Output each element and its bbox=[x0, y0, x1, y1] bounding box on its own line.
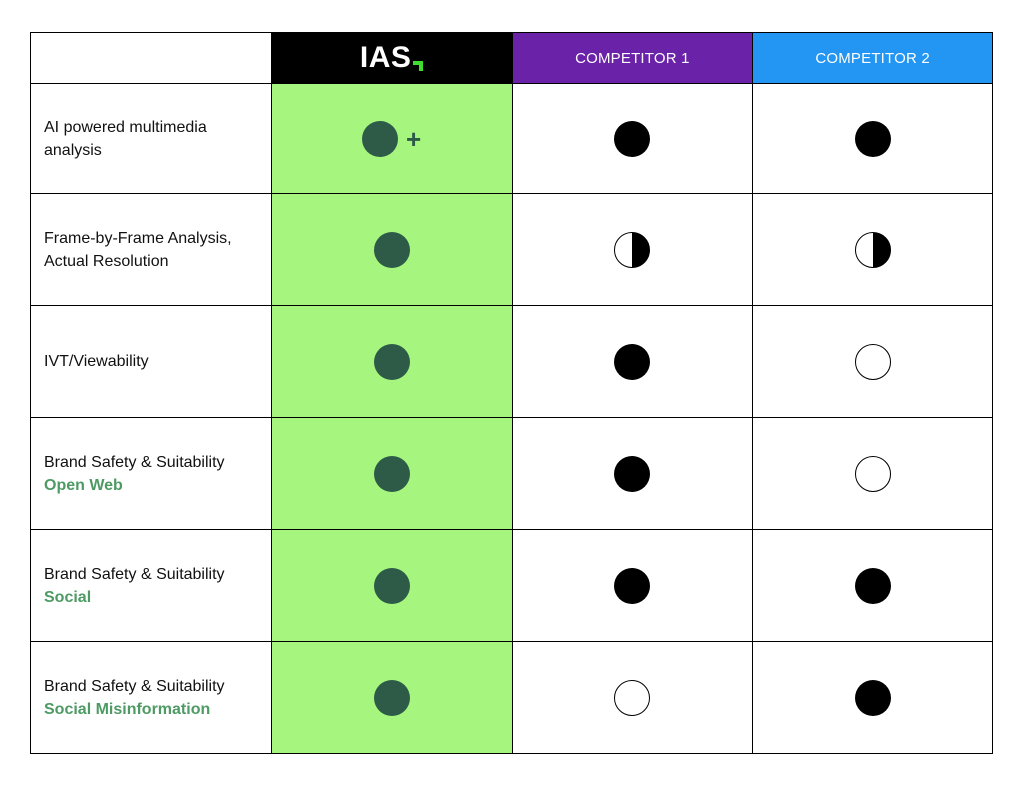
ias-cell bbox=[271, 642, 513, 753]
header-empty-cell bbox=[31, 33, 272, 83]
ias-cell bbox=[271, 418, 513, 529]
feature-label: Brand Safety & Suitability bbox=[44, 565, 225, 583]
full-circle-icon bbox=[373, 679, 410, 716]
feature-cell: Frame-by-Frame Analysis, Actual Resoluti… bbox=[31, 194, 272, 305]
table-row: AI powered multimedia analysis + bbox=[31, 84, 994, 194]
competitor1-cell bbox=[513, 642, 754, 753]
feature-text: Brand Safety & Suitability Social Misinf… bbox=[44, 675, 225, 721]
full-circle-icon bbox=[373, 343, 410, 380]
competitor1-cell bbox=[513, 418, 754, 529]
table-row: IVT/Viewability bbox=[31, 306, 994, 418]
full-circle-icon bbox=[614, 567, 651, 604]
ias-cell: + bbox=[271, 84, 513, 193]
feature-text: Brand Safety & Suitability Social bbox=[44, 563, 225, 609]
feature-label: Frame-by-Frame Analysis, Actual Resoluti… bbox=[44, 229, 232, 270]
half-circle-icon bbox=[854, 231, 891, 268]
competitor2-cell bbox=[753, 418, 994, 529]
competitor1-cell bbox=[513, 530, 754, 641]
competitor2-cell bbox=[753, 306, 994, 417]
feature-text: Brand Safety & Suitability Open Web bbox=[44, 451, 225, 497]
comparison-table: IAS COMPETITOR 1 COMPETITOR 2 AI powered… bbox=[30, 32, 994, 754]
feature-cell: Brand Safety & Suitability Open Web bbox=[31, 418, 272, 529]
table-row: Brand Safety & Suitability Social bbox=[31, 530, 994, 642]
feature-cell: AI powered multimedia analysis bbox=[31, 84, 272, 193]
feature-cell: Brand Safety & Suitability Social bbox=[31, 530, 272, 641]
feature-cell: IVT/Viewability bbox=[31, 306, 272, 417]
competitor1-cell bbox=[513, 84, 754, 193]
feature-cell: Brand Safety & Suitability Social Misinf… bbox=[31, 642, 272, 753]
competitor1-cell bbox=[513, 194, 754, 305]
feature-label: AI powered multimedia analysis bbox=[44, 118, 207, 159]
competitor1-header: COMPETITOR 1 bbox=[575, 49, 690, 67]
full-circle-icon bbox=[854, 679, 891, 716]
empty-circle-icon bbox=[614, 679, 651, 716]
full-circle-icon bbox=[373, 231, 410, 268]
full-circle-icon bbox=[854, 120, 891, 157]
full-circle-icon bbox=[373, 455, 410, 492]
full-circle-icon bbox=[614, 120, 651, 157]
ias-logo: IAS bbox=[360, 43, 424, 73]
full-circle-icon bbox=[614, 343, 651, 380]
feature-label: Brand Safety & Suitability bbox=[44, 677, 225, 695]
plus-icon: + bbox=[406, 123, 422, 154]
feature-subtitle: Open Web bbox=[44, 476, 123, 494]
competitor2-header-cell: COMPETITOR 2 bbox=[753, 33, 994, 83]
ias-cell bbox=[271, 306, 513, 417]
table-row: Frame-by-Frame Analysis, Actual Resoluti… bbox=[31, 194, 994, 306]
full-circle-icon bbox=[373, 567, 410, 604]
feature-subtitle: Social bbox=[44, 588, 92, 606]
competitor1-header-cell: COMPETITOR 1 bbox=[512, 33, 754, 83]
full-circle-icon bbox=[854, 567, 891, 604]
table-row: Brand Safety & Suitability Social Misinf… bbox=[31, 642, 994, 754]
empty-circle-icon bbox=[854, 455, 891, 492]
ias-logo-mark-icon bbox=[413, 61, 424, 71]
ias-logo-text: IAS bbox=[359, 41, 412, 74]
half-circle-icon bbox=[614, 231, 651, 268]
competitor1-cell bbox=[513, 306, 754, 417]
ias-cell bbox=[271, 530, 513, 641]
competitor2-cell bbox=[753, 642, 994, 753]
competitor2-header: COMPETITOR 2 bbox=[815, 49, 930, 67]
ias-header-cell: IAS bbox=[271, 33, 513, 83]
full-circle-icon bbox=[362, 120, 399, 157]
competitor2-cell bbox=[753, 530, 994, 641]
feature-label: IVT/Viewability bbox=[44, 353, 149, 370]
ias-cell bbox=[271, 194, 513, 305]
feature-subtitle: Social Misinformation bbox=[44, 700, 211, 718]
competitor2-cell bbox=[753, 84, 994, 193]
competitor2-cell bbox=[753, 194, 994, 305]
header-row: IAS COMPETITOR 1 COMPETITOR 2 bbox=[31, 33, 994, 84]
table-row: Brand Safety & Suitability Open Web bbox=[31, 418, 994, 530]
empty-circle-icon bbox=[854, 343, 891, 380]
full-circle-icon bbox=[614, 455, 651, 492]
feature-label: Brand Safety & Suitability bbox=[44, 453, 225, 471]
